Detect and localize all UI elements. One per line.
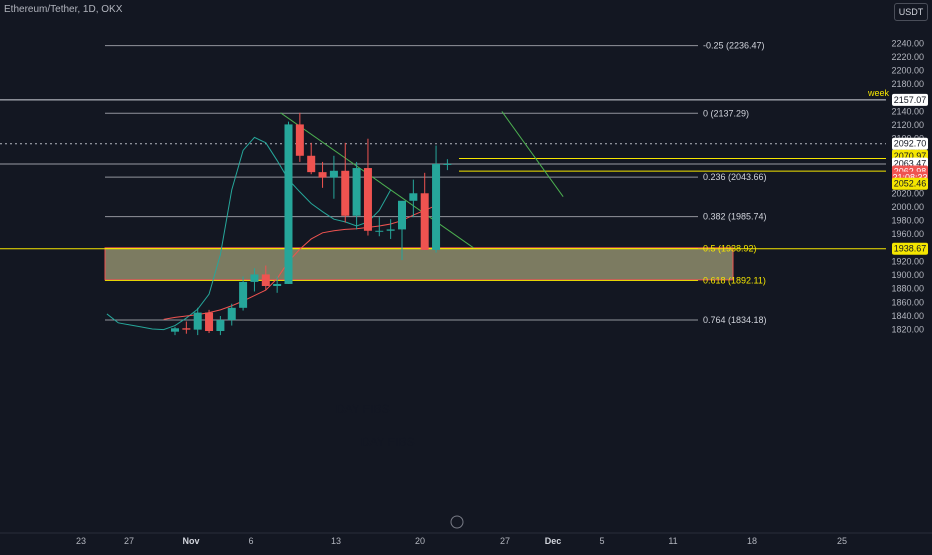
y-tick-8: 1980.00 [891, 216, 924, 226]
x-tick-5: 20 [415, 536, 425, 546]
x-tick-7: Dec [545, 536, 562, 546]
y-tick-18: 2180.00 [891, 79, 924, 89]
x-tick-6: 27 [500, 536, 510, 546]
candle-body-19 [386, 229, 395, 231]
y-tick-16: 2140.00 [891, 106, 924, 116]
x-tick-10: 18 [747, 536, 757, 546]
ma-fast-line [106, 136, 392, 331]
price-tag-3: 2063.47 [894, 159, 927, 169]
symbol-title: Ethereum/Tether, 1D, OKX [4, 4, 123, 15]
week-label: week [867, 88, 890, 98]
candle-body-20 [398, 200, 406, 230]
x-tick-8: 5 [599, 536, 604, 546]
y-tick-21: 2240.00 [891, 38, 924, 48]
candle-body-11 [295, 124, 304, 156]
candle-body-14 [329, 170, 338, 178]
candle-body-2 [193, 312, 202, 330]
x-tick-0: 23 [76, 536, 86, 546]
candle-body-12 [307, 155, 316, 173]
candle-body-13 [318, 172, 327, 178]
x-tick-1: 27 [124, 536, 134, 546]
candle-body-0 [171, 328, 179, 332]
candle-body-4 [216, 320, 225, 332]
x-tick-3: 6 [248, 536, 253, 546]
price-tag-5: 21:08:33 [892, 173, 927, 183]
y-tick-19: 2200.00 [891, 66, 924, 76]
candle-body-22 [420, 193, 429, 250]
supply-demand-zone [104, 247, 734, 281]
price-tag-bg-0 [892, 93, 928, 106]
downtrend-line-1 [280, 112, 474, 249]
fib-label-2: 0.236 (2043.66) [703, 172, 767, 182]
price-tag-bg-7 [892, 242, 928, 255]
candle-body-16 [352, 168, 361, 216]
currency-button[interactable]: USDT [894, 3, 928, 21]
y-tick-7: 1960.00 [891, 229, 924, 239]
price-tag-bg-6 [892, 177, 928, 190]
y-tick-5: 1920.00 [891, 256, 924, 266]
price-tag-4: 2062.98 [894, 166, 927, 176]
candle-body-8 [261, 274, 270, 287]
candle-body-1 [182, 328, 191, 330]
downtrend-line-2 [501, 111, 564, 197]
candle-body-21 [409, 193, 418, 201]
candle-body-24 [443, 163, 452, 165]
candle-body-3 [205, 312, 214, 332]
x-tick-4: 13 [331, 536, 341, 546]
y-tick-3: 1880.00 [891, 284, 924, 294]
fib-label-1: 0 (2137.29) [703, 108, 749, 118]
candle-body-6 [239, 281, 248, 308]
candle-body-9 [273, 283, 282, 287]
candle-body-7 [250, 274, 259, 282]
price-tag-1: 2092.70 [894, 139, 927, 149]
candle-body-5 [227, 307, 236, 321]
x-tick-2: Nov [182, 536, 199, 546]
x-tick-11: 25 [837, 536, 847, 546]
candle-body-18 [375, 230, 384, 232]
price-tag-2: 2070.97 [894, 151, 927, 161]
y-tick-1: 1840.00 [891, 311, 924, 321]
y-tick-2: 1860.00 [891, 297, 924, 307]
candle-body-23 [432, 163, 441, 250]
candle-body-10 [284, 124, 293, 284]
price-tag-6: 2052.46 [894, 179, 927, 189]
candle-body-15 [341, 170, 350, 216]
price-tag-0: 2157.07 [894, 95, 927, 105]
fib-label-3: 0.382 (1985.74) [703, 212, 767, 222]
fib-label-0: -0.25 (2236.47) [703, 41, 765, 51]
day-fibs-label-2: DAY FIBS [361, 435, 415, 449]
y-tick-4: 1900.00 [891, 270, 924, 280]
day-fibs-label: DAY FIBS [336, 402, 390, 416]
fib-label-6: 0.764 (1834.18) [703, 315, 767, 325]
x-tick-9: 11 [668, 536, 677, 546]
y-tick-9: 2000.00 [891, 202, 924, 212]
candle-body-17 [363, 168, 372, 231]
y-tick-20: 2220.00 [891, 52, 924, 62]
fib-label-5: 0.618 (1892.11) [703, 275, 766, 285]
price-tag-bg-1 [892, 137, 928, 150]
y-tick-0: 1820.00 [891, 325, 924, 335]
y-tick-10: 2020.00 [891, 188, 924, 198]
flash-icon [450, 515, 464, 529]
price-tag-7: 1938.67 [894, 244, 927, 254]
y-tick-15: 2120.00 [891, 120, 924, 130]
